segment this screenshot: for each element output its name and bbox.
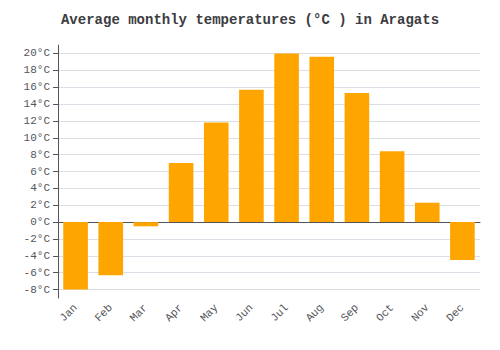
svg-text:Mar: Mar xyxy=(128,302,150,324)
svg-text:16°C: 16°C xyxy=(24,81,51,93)
svg-text:May: May xyxy=(198,301,221,324)
svg-text:Jul: Jul xyxy=(268,302,290,324)
svg-text:Sep: Sep xyxy=(339,302,361,324)
svg-text:Nov: Nov xyxy=(409,301,432,324)
svg-text:0°C: 0°C xyxy=(30,216,50,228)
svg-text:18°C: 18°C xyxy=(24,64,51,76)
svg-text:Jun: Jun xyxy=(233,302,255,324)
svg-text:20°C: 20°C xyxy=(24,47,51,59)
svg-text:Feb: Feb xyxy=(93,302,115,324)
svg-text:Dec: Dec xyxy=(444,302,466,324)
svg-text:Aug: Aug xyxy=(304,302,326,324)
svg-text:Average monthly temperatures (: Average monthly temperatures (°C ) in Ar… xyxy=(61,12,439,28)
svg-text:10°C: 10°C xyxy=(24,132,51,144)
svg-text:Jan: Jan xyxy=(57,302,79,324)
svg-text:2°C: 2°C xyxy=(30,199,50,211)
svg-text:-4°C: -4°C xyxy=(24,250,51,262)
svg-text:6°C: 6°C xyxy=(30,166,50,178)
svg-text:8°C: 8°C xyxy=(30,149,50,161)
svg-text:-2°C: -2°C xyxy=(24,233,51,245)
svg-text:14°C: 14°C xyxy=(24,98,51,110)
svg-text:Oct: Oct xyxy=(374,302,396,324)
svg-text:4°C: 4°C xyxy=(30,182,50,194)
svg-text:Apr: Apr xyxy=(163,302,185,324)
svg-text:12°C: 12°C xyxy=(24,115,51,127)
svg-text:-8°C: -8°C xyxy=(24,284,51,296)
svg-text:-6°C: -6°C xyxy=(24,267,51,279)
